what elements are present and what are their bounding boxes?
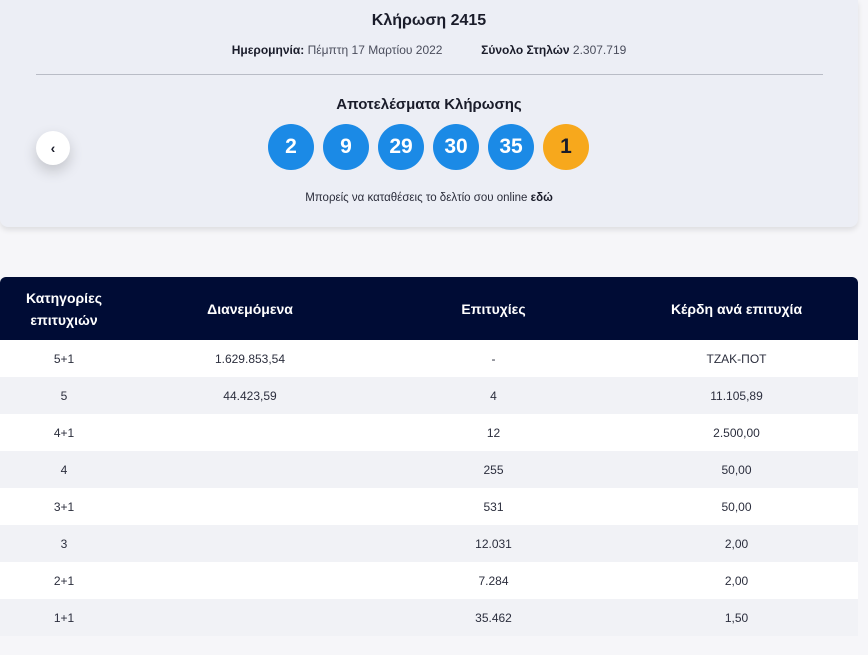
cell-winners: 7.284	[478, 573, 509, 588]
cell-category: 1+1	[53, 610, 75, 625]
cell-prize: 11.105,89	[710, 388, 763, 403]
cell-category: 5+1	[53, 351, 75, 366]
table-row: 3 12.031 2,00	[0, 525, 858, 562]
table-row: 4+1 12 2.500,00	[0, 414, 858, 451]
results-title: Αποτελέσματα Κλήρωσης	[336, 96, 522, 113]
cell-prize: 2,00	[724, 573, 749, 588]
cell-category: 4	[60, 462, 68, 477]
cell-prize: 50,00	[721, 499, 752, 514]
date-value: Πέμπτη 17 Μαρτίου 2022	[307, 43, 443, 57]
online-note: Μπορείς να καταθέσεις το δελτίο σου onli…	[0, 192, 858, 204]
cell-prize: 1,50	[724, 610, 749, 625]
header-distributed: Διανεμόμενα	[207, 300, 293, 317]
number-ball: 30	[433, 124, 479, 170]
number-ball: 29	[378, 124, 424, 170]
cell-prize: 50,00	[721, 462, 752, 477]
cell-distributed: 44.423,59	[223, 388, 277, 403]
header-category-line1: Κατηγορίες	[25, 289, 102, 306]
cell-winners: -	[491, 351, 496, 366]
draw-meta: Ημερομηνία: Πέμπτη 17 Μαρτίου 2022 Σύνολ…	[0, 43, 858, 57]
cell-winners: 4	[490, 388, 497, 403]
cell-category: 4+1	[53, 425, 75, 440]
online-note-text: Μπορείς να καταθέσεις το δελτίο σου onli…	[305, 192, 531, 204]
header-category-line2: επιτυχιών	[30, 311, 98, 328]
prize-table: Κατηγορίες επιτυχιών Διανεμόμενα Επιτυχί…	[0, 277, 858, 636]
table-row: 2+1 7.284 2,00	[0, 562, 858, 599]
table-row: 4 255 50,00	[0, 451, 858, 488]
cell-prize: 2.500,00	[713, 425, 760, 440]
draw-results-card: Κλήρωση 2415 Ημερομηνία: Πέμπτη 17 Μαρτί…	[0, 0, 858, 227]
cell-category: 2+1	[53, 573, 75, 588]
divider	[36, 74, 823, 75]
cell-category: 3	[60, 536, 68, 551]
cell-winners: 531	[483, 499, 504, 514]
cell-winners: 12	[486, 425, 501, 440]
cell-category: 3+1	[53, 499, 75, 514]
columns-value: 2.307.719	[572, 43, 627, 57]
header-winners: Επιτυχίες	[461, 300, 526, 317]
cell-distributed: 1.629.853,54	[214, 351, 286, 366]
previous-draw-button[interactable]: ‹	[36, 131, 70, 165]
cell-winners: 255	[483, 462, 504, 477]
draw-title: Κλήρωση 2415	[371, 12, 487, 29]
header-category: Κατηγορίες επιτυχιών	[0, 287, 128, 331]
columns-label: Σύνολο Στηλών	[481, 43, 570, 57]
number-ball: 2	[268, 124, 314, 170]
cell-prize: 2,00	[724, 536, 749, 551]
table-row: 5+1 1.629.853,54 - ΤΖΑΚ-ΠΟΤ	[0, 340, 858, 377]
table-row: 5 44.423,59 4 11.105,89	[0, 377, 858, 414]
number-ball: 9	[323, 124, 369, 170]
cell-category: 5	[60, 388, 68, 403]
table-row: 1+1 35.462 1,50	[0, 599, 858, 636]
number-ball: 35	[488, 124, 534, 170]
header-prize: Κέρδη ανά επιτυχία	[670, 300, 803, 317]
date-label: Ημερομηνία:	[231, 43, 305, 57]
cell-winners: 35.462	[475, 610, 512, 625]
table-row: 3+1 531 50,00	[0, 488, 858, 525]
online-link[interactable]: εδώ	[530, 192, 553, 204]
table-body: 5+1 1.629.853,54 - ΤΖΑΚ-ΠΟΤ 5 44.423,59 4 11.10…	[0, 340, 858, 636]
chevron-left-icon: ‹	[50, 140, 56, 156]
winning-numbers: 2 9 29 30 35 1	[268, 124, 589, 170]
cell-prize: ΤΖΑΚ-ΠΟΤ	[706, 351, 767, 366]
cell-winners: 12.031	[475, 536, 512, 551]
table-header: Κατηγορίες επιτυχιών Διανεμόμενα Επιτυχί…	[0, 277, 858, 340]
joker-ball: 1	[543, 124, 589, 170]
